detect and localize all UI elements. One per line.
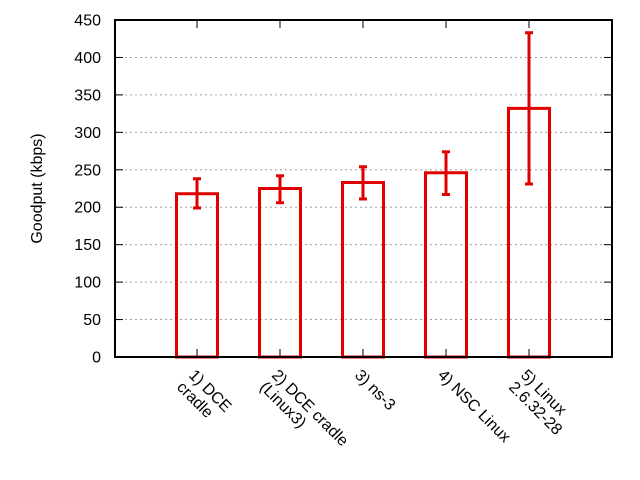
- y-tick-label: 150: [74, 237, 101, 254]
- x-tick-label: 2) DCE cradle(Linux3): [256, 367, 351, 462]
- y-axis-ticks: 0 50 100 150 200 250 300 350 400 450: [74, 13, 612, 367]
- y-tick-label: 50: [83, 312, 101, 329]
- y-tick-label: 400: [74, 50, 101, 67]
- x-tick-label: 1) DCEcradle: [173, 367, 234, 428]
- y-axis-title: Goodput (kbps): [29, 133, 46, 243]
- error-bars: [193, 31, 533, 210]
- y-tick-label: 200: [74, 200, 101, 217]
- x-tick-label: 4) NSC Linux: [434, 367, 513, 446]
- x-tick-label: 5) Linux2.6.32-28: [505, 367, 577, 439]
- y-tick-label: 300: [74, 125, 101, 142]
- y-tick-label: 250: [74, 162, 101, 179]
- y-tick-label: 450: [74, 13, 101, 30]
- y-tick-label: 100: [74, 275, 101, 292]
- x-tick-label-line: 4) NSC Linux: [434, 367, 513, 446]
- x-tick-label: 3) ns-3: [351, 367, 398, 414]
- bar: [258, 187, 302, 359]
- bar: [175, 192, 219, 359]
- y-tick-label: 350: [74, 87, 101, 104]
- x-axis-ticks: 1) DCEcradle 2) DCE cradle(Linux3) 3) ns-3…: [173, 20, 577, 462]
- y-tick-label: 0: [92, 350, 101, 367]
- x-tick-label-line: 3) ns-3: [351, 367, 398, 414]
- bars: [175, 106, 551, 359]
- bar: [424, 171, 468, 359]
- bar: [341, 181, 385, 359]
